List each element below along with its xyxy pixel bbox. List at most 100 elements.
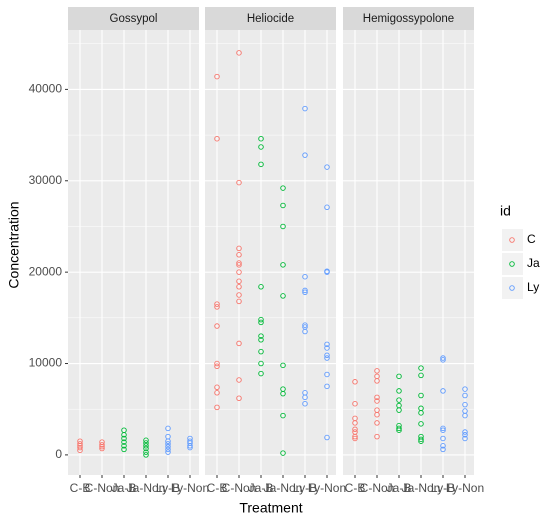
point: [280, 450, 286, 456]
point: [143, 445, 149, 452]
point: [324, 269, 330, 275]
facet-title: Gossypol: [110, 13, 158, 25]
point: [374, 420, 380, 426]
point: [214, 135, 220, 142]
panel-background: [205, 30, 336, 475]
point: [236, 260, 242, 266]
point: [352, 426, 358, 433]
point: [258, 333, 264, 339]
point: [236, 292, 242, 298]
point: [258, 370, 264, 377]
point: [280, 223, 286, 230]
point: [302, 105, 308, 112]
point: [352, 400, 358, 407]
point: [187, 444, 193, 451]
point: [258, 161, 264, 168]
point: [280, 390, 286, 397]
point: [374, 378, 380, 384]
point: [462, 392, 468, 399]
point: [77, 441, 83, 447]
point: [236, 50, 242, 56]
legend-label: Ja: [527, 256, 540, 270]
facet-title: Hemigossypolone: [363, 13, 454, 25]
point: [324, 164, 330, 170]
legend-label: Ly: [527, 280, 539, 294]
x-tick-label: Ly-Non: [171, 481, 209, 495]
point: [77, 444, 83, 451]
point: [214, 363, 220, 370]
point: [462, 432, 468, 438]
x-tick-label: Ja-B: [387, 481, 412, 495]
point: [121, 432, 127, 438]
point: [302, 287, 308, 294]
point: [236, 262, 242, 268]
y-tick-label: 0: [55, 447, 62, 461]
point: [462, 386, 468, 392]
point: [324, 355, 330, 361]
point: [302, 400, 308, 407]
point: [236, 278, 242, 285]
point: [214, 404, 220, 411]
point: [165, 425, 171, 432]
point: [440, 427, 446, 433]
point: [258, 337, 264, 343]
x-tick-label: Ja-Non: [264, 481, 303, 495]
point: [187, 443, 193, 449]
point: [302, 289, 308, 295]
point: [374, 433, 380, 440]
point: [165, 449, 171, 455]
point: [440, 443, 446, 449]
point: [396, 388, 402, 394]
point: [418, 372, 424, 379]
point: [77, 447, 83, 454]
point: [302, 322, 308, 328]
point: [440, 357, 446, 363]
x-tick-label: Ly-Non: [446, 481, 484, 495]
point: [214, 384, 220, 391]
panel-background: [68, 30, 199, 475]
legend-symbol: [509, 237, 515, 243]
point: [258, 360, 264, 367]
panel-background: [343, 30, 474, 475]
point: [280, 262, 286, 268]
point: [236, 377, 242, 383]
point: [280, 185, 286, 191]
y-tick-label: 40000: [29, 82, 63, 96]
point: [324, 371, 330, 378]
point: [143, 437, 149, 444]
point: [99, 442, 105, 448]
point: [258, 316, 264, 323]
point: [374, 398, 380, 404]
point: [374, 394, 380, 401]
legend-symbol: [509, 285, 515, 291]
point: [440, 435, 446, 442]
x-tick-label: C-B: [70, 481, 91, 495]
facet-strip: [68, 7, 199, 30]
point: [165, 441, 171, 447]
point: [121, 446, 127, 453]
point: [280, 202, 286, 209]
point: [302, 328, 308, 335]
point: [374, 411, 380, 418]
point: [236, 284, 242, 290]
point: [121, 443, 127, 449]
point: [302, 152, 308, 158]
facet-title: Heliocide: [247, 13, 294, 25]
point: [352, 435, 358, 442]
x-axis-label: Treatment: [239, 500, 302, 516]
point: [440, 388, 446, 394]
point: [236, 252, 242, 258]
point: [440, 355, 446, 361]
point: [462, 401, 468, 408]
point: [396, 407, 402, 413]
point: [236, 340, 242, 347]
point: [418, 436, 424, 443]
x-tick-label: Ja-Non: [127, 481, 166, 495]
point: [236, 179, 242, 186]
point: [99, 445, 105, 452]
point: [440, 446, 446, 453]
point: [352, 420, 358, 426]
point: [236, 269, 242, 275]
point: [396, 425, 402, 432]
